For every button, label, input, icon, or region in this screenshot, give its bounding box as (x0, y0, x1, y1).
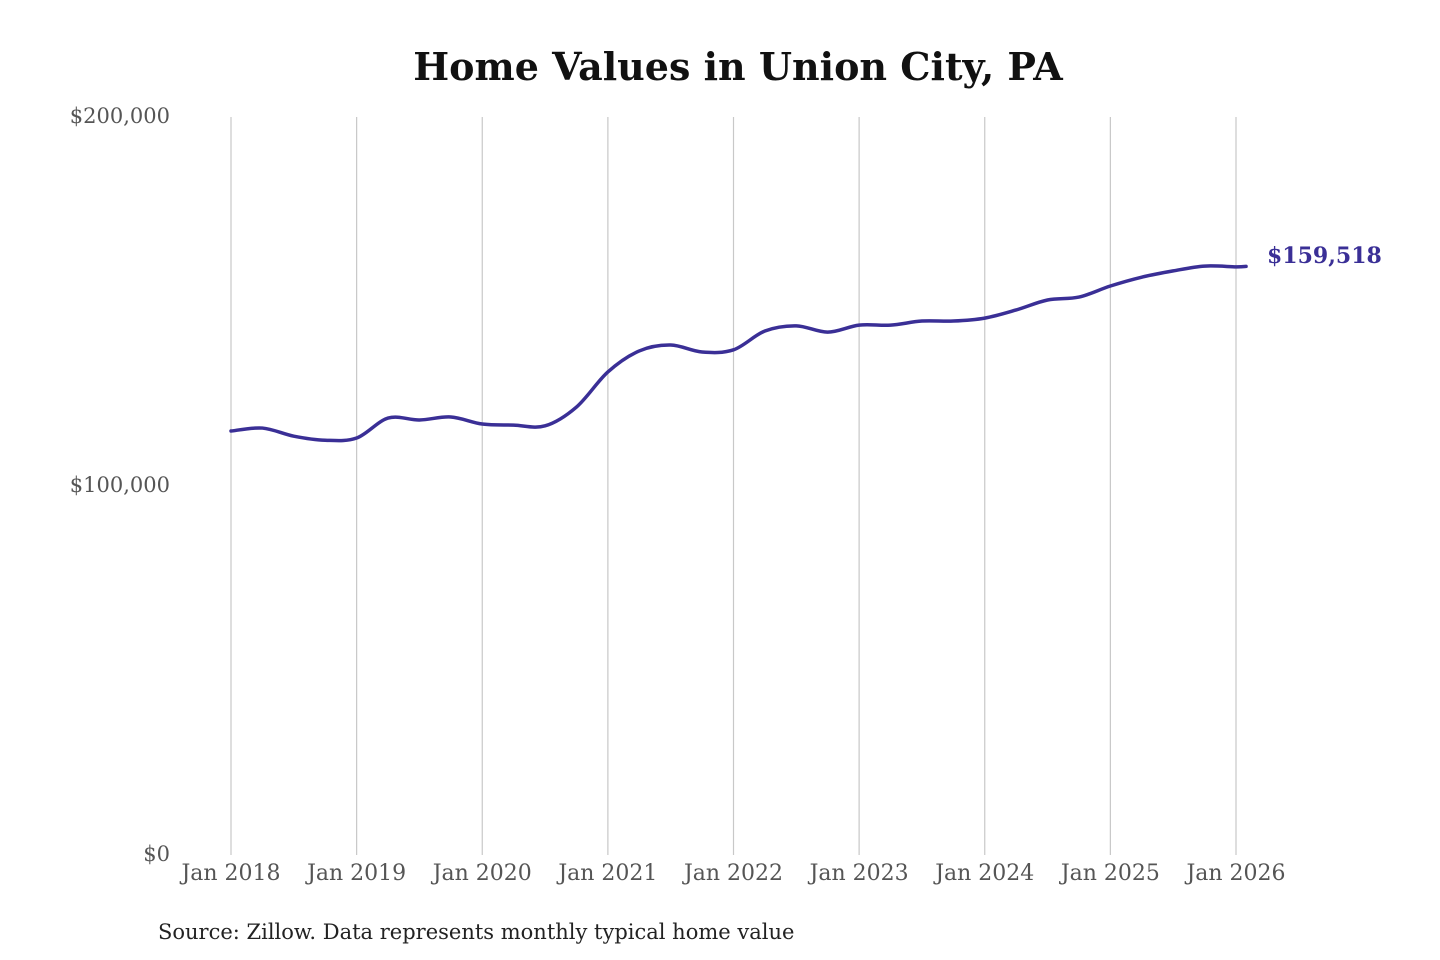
x-tick-label: Jan 2023 (808, 861, 909, 886)
series-line (229, 264, 1248, 443)
x-tick-label: Jan 2025 (1059, 861, 1160, 886)
y-tick-label: $100,000 (70, 473, 170, 497)
x-tick-label: Jan 2021 (556, 861, 657, 886)
end-value-label: $159,518 (1267, 243, 1382, 269)
x-tick-label: Jan 2026 (1184, 861, 1285, 886)
y-tick-label: $0 (143, 842, 170, 866)
y-tick-label: $200,000 (70, 104, 170, 128)
x-tick-label: Jan 2019 (305, 861, 406, 886)
x-tick-label: Jan 2018 (179, 861, 280, 886)
chart-title: Home Values in Union City, PA (413, 44, 1063, 89)
x-tick-label: Jan 2022 (682, 861, 783, 886)
x-tick-label: Jan 2020 (431, 861, 532, 886)
source-note: Source: Zillow. Data represents monthly … (158, 920, 794, 944)
x-tick-label: Jan 2024 (933, 861, 1034, 886)
